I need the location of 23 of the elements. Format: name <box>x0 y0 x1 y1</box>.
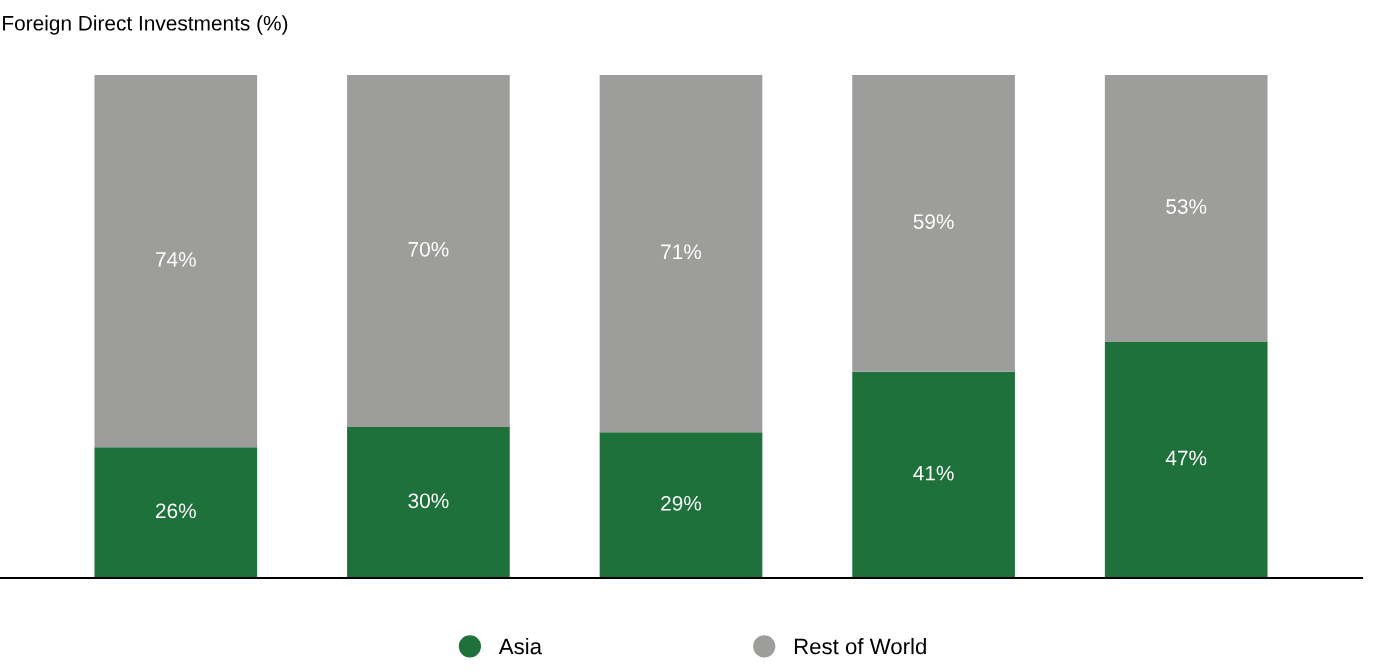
bar <box>94 75 258 448</box>
legend-label: Asia <box>498 638 543 655</box>
data-label: 59% <box>913 214 954 229</box>
data-label: 74% <box>156 252 196 267</box>
chart-title: Foreign Direct Investments (%) <box>3 15 288 35</box>
bar <box>599 75 763 433</box>
bar <box>599 432 763 578</box>
bar <box>347 427 510 578</box>
bar <box>852 371 1015 578</box>
data-label: 47% <box>1165 450 1207 466</box>
data-label: 29% <box>661 495 702 511</box>
bar <box>94 447 258 578</box>
data-label: 30% <box>408 493 449 509</box>
data-label: 71% <box>661 244 702 260</box>
bar <box>347 75 510 428</box>
legend-label: Rest of World <box>794 638 926 655</box>
data-label: 53% <box>1166 199 1207 214</box>
data-label: 26% <box>156 503 196 519</box>
data-label: 41% <box>913 465 954 481</box>
bar <box>1104 341 1268 578</box>
bar <box>852 75 1015 372</box>
data-label: 70% <box>408 241 449 257</box>
bar <box>1104 75 1268 342</box>
